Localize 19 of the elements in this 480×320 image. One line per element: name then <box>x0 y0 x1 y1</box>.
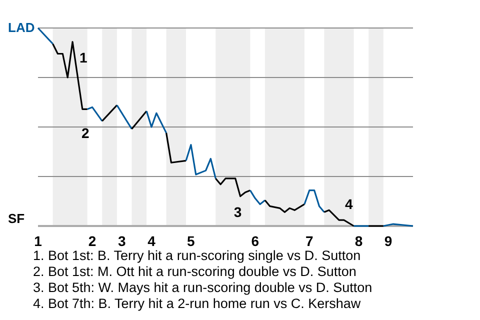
x-tick-label: 4 <box>148 233 156 249</box>
x-tick-label: 5 <box>187 233 196 249</box>
x-tick-label: 9 <box>384 233 392 249</box>
x-tick-label: 7 <box>305 233 314 249</box>
x-tick-label: 6 <box>251 233 260 249</box>
x-tick-label: 1 <box>34 233 42 249</box>
text: 3. Bot 5th: W. Mays hit a run-scoring double vs D. Sutton <box>33 280 374 296</box>
x-tick-label: 2 <box>88 233 96 249</box>
x-tick-label: 3 <box>118 233 126 249</box>
text: 4. Bot 7th: B. Terry hit a 2-run home run vs C. Kershaw <box>33 296 362 312</box>
text: SF <box>8 211 25 227</box>
annotation: 4 <box>344 196 353 212</box>
annotation: 1 <box>79 50 88 66</box>
text: 1. Bot 1st: B. Terry hit a run-scoring single vs D. Sutton <box>33 248 362 264</box>
x-tick-label: 8 <box>354 233 363 249</box>
text: LAD <box>8 20 35 36</box>
annotation: 3 <box>234 204 242 220</box>
annotation: 2 <box>81 124 90 141</box>
text: 2. Bot 1st: M. Ott hit a run-scoring double vs D. Sutton <box>33 264 358 280</box>
